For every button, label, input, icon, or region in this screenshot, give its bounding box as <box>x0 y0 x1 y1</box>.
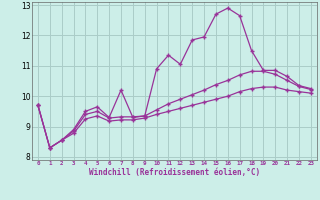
X-axis label: Windchill (Refroidissement éolien,°C): Windchill (Refroidissement éolien,°C) <box>89 168 260 177</box>
